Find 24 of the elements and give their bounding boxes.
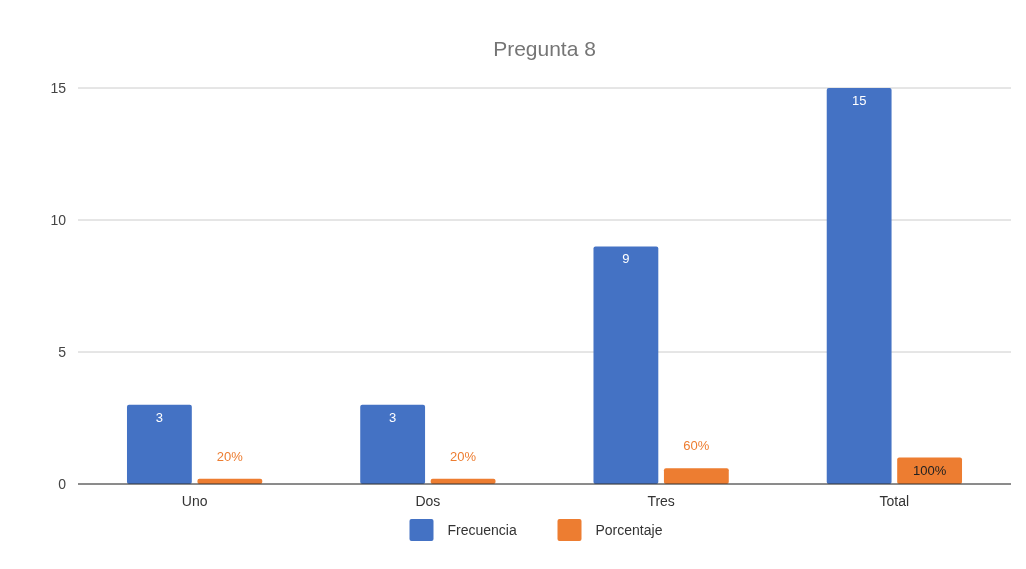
- legend-label: Frecuencia: [447, 522, 517, 538]
- y-tick-label: 10: [50, 212, 67, 228]
- x-tick-label: Total: [879, 493, 910, 509]
- data-label: 20%: [450, 448, 477, 464]
- y-tick-label: 15: [50, 80, 67, 96]
- bar: [126, 404, 192, 484]
- bar: [593, 246, 659, 484]
- data-label: 9: [622, 251, 630, 267]
- y-tick-label: 5: [58, 344, 67, 360]
- data-label: 20%: [216, 448, 244, 464]
- y-tick-label: 0: [58, 476, 67, 492]
- x-tick-label: Tres: [647, 493, 675, 509]
- x-tick-label: Uno: [181, 493, 208, 509]
- bar: [663, 468, 729, 484]
- x-tick-label: Dos: [415, 493, 441, 509]
- legend-label: Porcentaje: [595, 522, 663, 538]
- data-label: 15: [851, 93, 867, 108]
- chart-title: Pregunta 8: [493, 37, 596, 60]
- data-label: 100%: [912, 462, 947, 478]
- data-label: 3: [389, 409, 397, 425]
- bar: [826, 88, 892, 484]
- bar: [360, 404, 426, 484]
- data-label: 3: [155, 409, 164, 425]
- data-label: 60%: [683, 438, 710, 454]
